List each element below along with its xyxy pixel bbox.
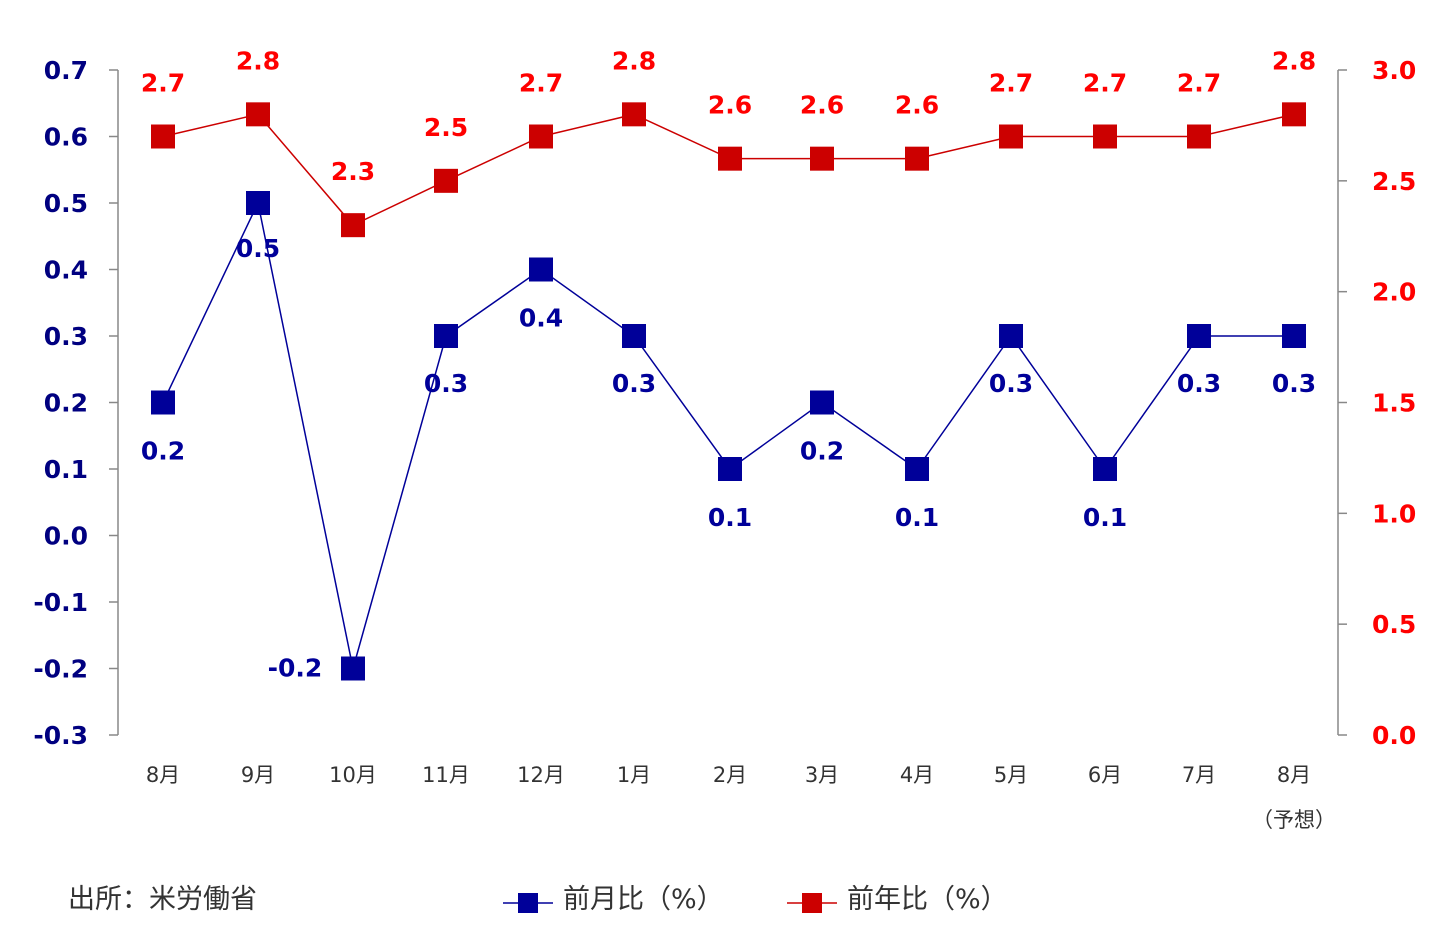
- point-yoy: [1093, 124, 1117, 149]
- data-label-mom: 0.1: [1083, 503, 1127, 532]
- left-tick-label: 0.6: [44, 123, 88, 152]
- data-label-mom: 0.3: [989, 369, 1033, 398]
- point-yoy: [434, 168, 458, 193]
- data-label-mom: 0.3: [1177, 369, 1221, 398]
- data-label-yoy: 2.7: [141, 69, 185, 98]
- left-tick-label: 0.4: [44, 256, 88, 285]
- right-tick-label: 2.5: [1372, 167, 1416, 196]
- left-tick-label: 0.2: [44, 389, 88, 418]
- data-label-mom: 0.4: [519, 304, 563, 333]
- axes: 0.7 0.6 0.5 0.4 0.3 0.2 0.1 0.0 -0.1 -0.2 -0.3 3.0 2…: [33, 56, 1416, 832]
- data-label-yoy: 2.6: [800, 91, 844, 120]
- series-line-mom: [162, 200, 1294, 669]
- point-mom: [246, 191, 270, 215]
- point-yoy: [529, 124, 553, 149]
- data-label-yoy: 2.7: [1177, 69, 1221, 98]
- x-tick-label: 9月: [241, 763, 275, 787]
- x-tick-label: 8月: [146, 763, 180, 787]
- point-yoy: [341, 213, 365, 238]
- x-tick-note: （予想）: [1252, 808, 1336, 832]
- left-tick-label: 0.0: [44, 522, 88, 551]
- data-label-mom: 0.2: [800, 437, 844, 466]
- x-tick-label: 1月: [617, 763, 651, 787]
- data-label-yoy: 2.5: [424, 113, 468, 142]
- x-tick-label: 6月: [1088, 763, 1122, 787]
- legend-label: 前年比（%）: [847, 884, 1008, 915]
- legend-label: 前月比（%）: [563, 884, 724, 915]
- data-label-yoy: 2.8: [612, 46, 656, 75]
- left-tick-label: -0.2: [33, 655, 88, 684]
- point-yoy: [810, 146, 834, 171]
- data-label-mom: 0.5: [236, 234, 280, 263]
- source-note: 出所：米労働省: [68, 884, 257, 915]
- left-tick-label: 0.1: [44, 455, 88, 484]
- data-label-yoy: 2.6: [708, 91, 752, 120]
- data-label-mom: -0.2: [268, 654, 323, 683]
- point-yoy: [999, 124, 1023, 149]
- point-mom: [622, 324, 646, 348]
- data-label-yoy: 2.7: [1083, 69, 1127, 98]
- right-tick-label: 1.0: [1372, 499, 1416, 528]
- data-label-yoy: 2.3: [331, 157, 375, 186]
- right-tick-label: 0.5: [1372, 610, 1416, 639]
- left-tick-label: 0.7: [44, 56, 88, 85]
- x-tick-label: 12月: [517, 763, 565, 787]
- point-yoy: [246, 102, 270, 127]
- legend-item-mom: 前月比（%）: [503, 884, 724, 915]
- data-label-yoy: 2.7: [519, 69, 563, 98]
- right-tick-label: 1.5: [1372, 389, 1416, 418]
- point-mom: [999, 324, 1023, 348]
- x-tick-label: 3月: [805, 763, 839, 787]
- series-points: [151, 102, 1306, 681]
- point-yoy: [718, 146, 742, 171]
- point-mom: [151, 390, 175, 415]
- legend-marker: [518, 893, 538, 913]
- left-tick-label: -0.1: [33, 588, 88, 617]
- point-yoy: [151, 124, 175, 149]
- data-labels: 0.2 0.5 -0.2 0.3 0.4 0.3 0.1 0.2 0.1 0.3 0.1 0.3 0.3…: [141, 46, 1316, 682]
- right-tick-label: 2.0: [1372, 278, 1416, 307]
- data-label-yoy: 2.6: [895, 91, 939, 120]
- point-mom: [1187, 324, 1211, 348]
- x-tick-label: 7月: [1182, 763, 1216, 787]
- point-mom: [810, 390, 834, 415]
- point-mom: [905, 457, 929, 481]
- point-mom: [434, 324, 458, 348]
- point-mom: [1093, 457, 1117, 481]
- legend-marker: [802, 893, 822, 913]
- left-tick-label: 0.3: [44, 322, 88, 351]
- series-lines: [162, 113, 1295, 669]
- legend: 前月比（%） 前年比（%）: [503, 884, 1008, 915]
- right-tick-label: 3.0: [1372, 56, 1416, 85]
- data-label-mom: 0.3: [424, 369, 468, 398]
- data-label-yoy: 2.8: [1272, 46, 1316, 75]
- x-tick-label: 5月: [994, 763, 1028, 787]
- x-tick-label: 8月: [1277, 763, 1311, 787]
- data-label-mom: 0.3: [1272, 369, 1316, 398]
- left-tick-label: -0.3: [33, 721, 88, 750]
- point-mom: [1282, 324, 1306, 348]
- data-label-mom: 0.3: [612, 369, 656, 398]
- x-tick-label: 4月: [900, 763, 934, 787]
- x-tick-label: 10月: [329, 763, 377, 787]
- data-label-mom: 0.1: [895, 503, 939, 532]
- data-label-mom: 0.1: [708, 503, 752, 532]
- legend-item-yoy: 前年比（%）: [787, 884, 1008, 915]
- point-mom: [718, 457, 742, 481]
- x-tick-label: 11月: [422, 763, 470, 787]
- point-yoy: [1187, 124, 1211, 149]
- x-tick-label: 2月: [713, 763, 747, 787]
- data-label-yoy: 2.8: [236, 46, 280, 75]
- data-label-mom: 0.2: [141, 437, 185, 466]
- point-yoy: [622, 102, 646, 127]
- point-mom: [529, 257, 553, 282]
- point-mom: [341, 656, 365, 681]
- data-label-yoy: 2.7: [989, 69, 1033, 98]
- left-tick-label: 0.5: [44, 189, 88, 218]
- point-yoy: [905, 146, 929, 171]
- right-tick-label: 0.0: [1372, 721, 1416, 750]
- point-yoy: [1282, 102, 1306, 127]
